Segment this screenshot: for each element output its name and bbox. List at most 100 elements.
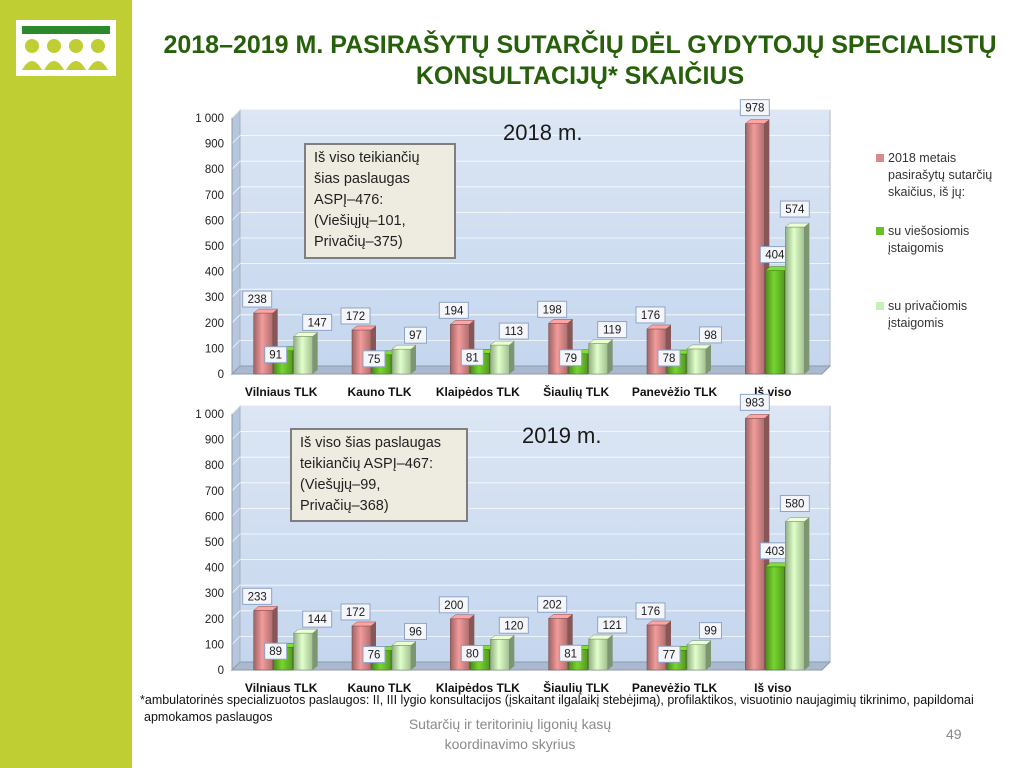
data-label-box (559, 349, 583, 367)
page-title: 2018–2019 M. PASIRAŠYTŲ SUTARČIŲ DĖL GYD… (163, 31, 997, 90)
y-tick-label: 1 000 (195, 113, 224, 125)
page-number: 49 (946, 726, 962, 742)
bar (686, 644, 707, 671)
data-label: 404 (765, 250, 785, 262)
data-label-box (657, 349, 681, 367)
legend-item-public: su viešosiomis įstaigomis (876, 223, 1016, 257)
bar-side (607, 635, 613, 670)
category-label: Šiaulių TLK (543, 680, 609, 695)
bar-top (489, 340, 516, 346)
legend-swatch-total (876, 154, 884, 162)
category-label: Šiaulių TLK (543, 384, 609, 399)
data-label: 119 (603, 325, 621, 337)
callout-line: Iš viso teikiančių (314, 150, 420, 166)
data-label-box (597, 321, 628, 339)
legend-swatch-private (876, 302, 884, 310)
bar (293, 632, 313, 671)
y-tick-label: 700 (205, 486, 224, 498)
gridline (231, 212, 830, 221)
data-label: 77 (663, 649, 676, 661)
data-label: 233 (248, 591, 267, 603)
data-label-box (340, 603, 371, 621)
bar-top (292, 332, 319, 337)
callout-line: Privačių–375) (314, 234, 403, 250)
data-label-box (438, 301, 469, 319)
data-label: 120 (504, 620, 523, 632)
gridline (231, 456, 830, 466)
data-label: 121 (603, 620, 622, 632)
bar-top (587, 634, 614, 640)
gridline (231, 610, 830, 620)
callout-line: (Viešųjų–99, (300, 477, 381, 493)
data-label: 113 (505, 326, 523, 338)
category-label: Kauno TLK (348, 385, 412, 399)
data-label: 76 (368, 650, 381, 662)
bar (785, 521, 805, 671)
plot-floor (230, 365, 832, 375)
gridline (231, 135, 830, 144)
bar (765, 270, 785, 375)
bar (765, 566, 785, 671)
bar-top (252, 606, 279, 611)
data-label: 574 (785, 204, 805, 216)
data-label: 580 (785, 499, 804, 511)
data-label: 80 (466, 649, 479, 661)
bar (588, 343, 608, 375)
y-tick-label: 1 000 (195, 409, 224, 421)
data-label-box (404, 622, 427, 640)
bar-side (312, 629, 318, 670)
category-label: Klaipėdos TLK (436, 681, 520, 695)
data-label: 79 (564, 353, 577, 365)
data-label-box (264, 642, 288, 660)
data-label: 978 (745, 103, 764, 115)
bar-top (587, 339, 614, 344)
chart-2018-svg: 0 100 200 300 400 500 600 700 800 900 1 000 Vilniau… (195, 99, 832, 399)
bar-top (547, 614, 574, 619)
data-label-box (460, 645, 484, 663)
data-label-box (362, 646, 386, 664)
footnote-line: apmokamos paslaugos (144, 710, 273, 724)
gridline (231, 533, 830, 543)
gridline (231, 584, 830, 594)
data-label: 202 (543, 599, 562, 611)
organization-logo (16, 20, 116, 76)
data-label: 403 (765, 546, 784, 558)
bar-side (706, 344, 711, 374)
gridline (231, 314, 830, 324)
callout-line: ASPĮ–476: (314, 192, 384, 208)
gridline (231, 635, 830, 645)
data-label: 78 (663, 353, 676, 365)
bar (293, 336, 313, 375)
y-tick-label: 100 (205, 639, 224, 651)
y-tick-label: 900 (205, 139, 224, 151)
callout-line: Privačių–368) (300, 498, 389, 514)
data-label: 75 (368, 354, 381, 366)
data-label: 96 (409, 626, 422, 638)
category-label: Panevėžio TLK (632, 385, 718, 399)
bar-top (744, 414, 771, 419)
data-label: 99 (704, 626, 717, 638)
y-tick-label: 900 (205, 435, 224, 447)
callout-line: šias paslaugas (314, 171, 410, 187)
bar-top (292, 628, 319, 634)
y-tick-label: 0 (218, 369, 224, 381)
data-label: 81 (466, 352, 479, 364)
gridline (231, 482, 830, 492)
data-label-box (635, 602, 666, 620)
y-tick-label: 500 (205, 241, 224, 253)
y-tick-label: 500 (205, 537, 224, 549)
bar (686, 348, 707, 375)
bar-top (449, 614, 476, 620)
chart-2018-title: 2018 m. (503, 120, 583, 145)
footer-text: Sutarčių ir teritorinių ligonių kasų koo… (380, 714, 640, 754)
y-tick-label: 400 (205, 267, 224, 279)
gridline (231, 160, 830, 170)
data-label: 238 (248, 294, 267, 306)
y-tick-label: 100 (205, 343, 224, 355)
bar-top (489, 635, 516, 640)
y-tick-label: 800 (205, 164, 224, 176)
bar (450, 618, 470, 671)
data-label: 144 (308, 614, 328, 626)
gridline (231, 339, 830, 349)
footnote-line: *ambulatorinės specializuotos paslaugos:… (140, 693, 974, 707)
